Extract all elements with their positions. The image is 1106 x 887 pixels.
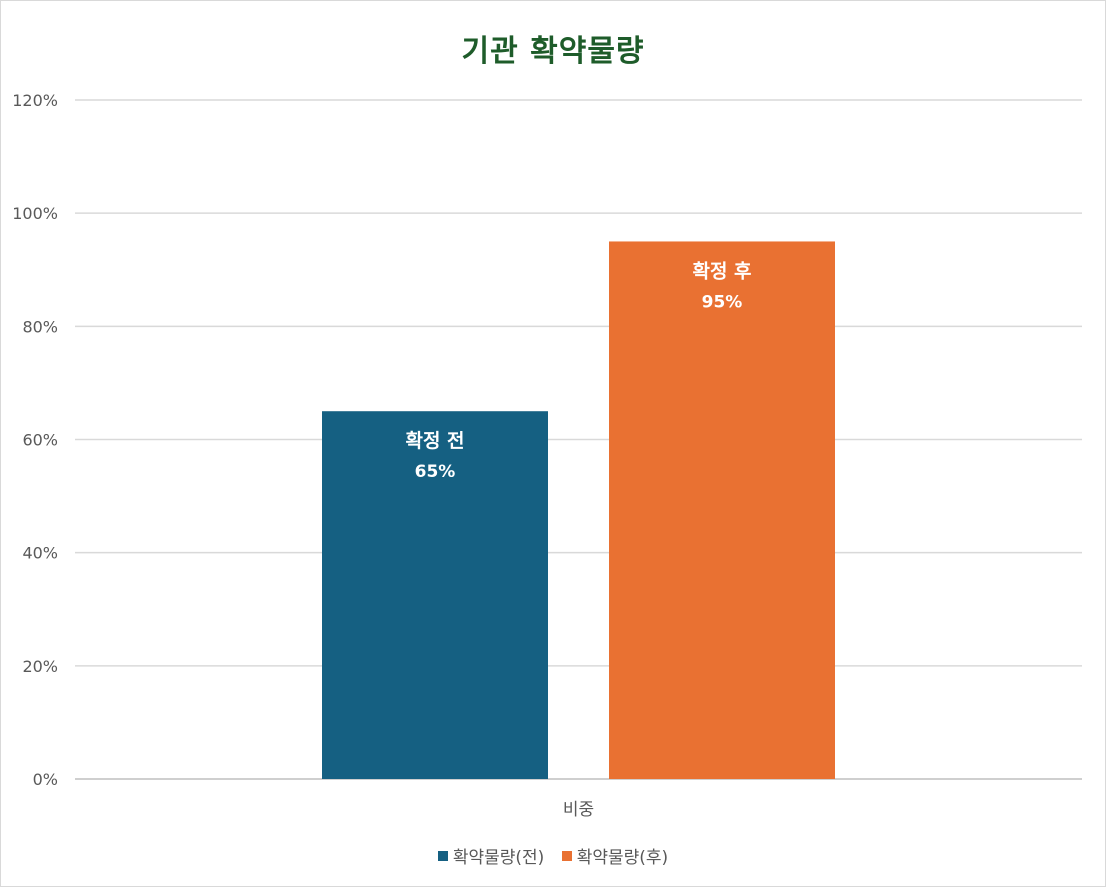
legend-swatch-series-2 [561,850,572,861]
y-tick-label-80: 80% [22,317,58,336]
bar-2 [609,241,835,780]
legend: 확약물량(전) 확약물량(후) [0,843,1106,868]
legend-label-series-2: 확약물량(후) [576,848,669,868]
y-tick-label-20: 20% [22,657,58,676]
legend-label-series-1: 확약물량(전) [452,848,545,868]
y-tick-label-60: 60% [22,431,58,450]
y-tick-label-100: 100% [12,204,58,223]
data-label-value-1: 65% [415,462,456,482]
legend-item-series-2: 확약물량(후) [561,843,669,868]
y-tick-label-120: 120% [12,91,58,110]
legend-item-series-1: 확약물량(전) [437,843,545,868]
data-label-name-1: 확정 전 [405,429,464,452]
legend-swatch-series-1 [437,850,448,861]
y-tick-label-40: 40% [22,544,58,563]
bar-1 [322,411,548,779]
y-tick-label-0: 0% [33,770,58,789]
data-label-name-2: 확정 후 [692,259,751,282]
chart-title: 기관 확약물량 [461,34,645,69]
data-label-value-2: 95% [702,292,743,312]
x-category-label: 비중 [563,800,594,820]
